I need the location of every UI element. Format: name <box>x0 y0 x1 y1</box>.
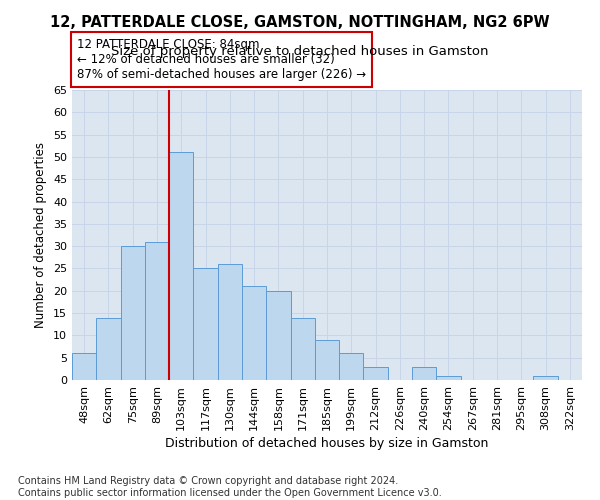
Text: Size of property relative to detached houses in Gamston: Size of property relative to detached ho… <box>111 45 489 58</box>
Bar <box>193 268 218 380</box>
Bar <box>436 376 461 380</box>
Bar <box>169 152 193 380</box>
Bar <box>290 318 315 380</box>
Text: 12, PATTERDALE CLOSE, GAMSTON, NOTTINGHAM, NG2 6PW: 12, PATTERDALE CLOSE, GAMSTON, NOTTINGHA… <box>50 15 550 30</box>
Bar <box>339 353 364 380</box>
Text: 12 PATTERDALE CLOSE: 84sqm
← 12% of detached houses are smaller (32)
87% of semi: 12 PATTERDALE CLOSE: 84sqm ← 12% of deta… <box>77 38 366 81</box>
Bar <box>145 242 169 380</box>
Bar <box>266 291 290 380</box>
X-axis label: Distribution of detached houses by size in Gamston: Distribution of detached houses by size … <box>166 437 488 450</box>
Bar <box>364 366 388 380</box>
Bar <box>218 264 242 380</box>
Bar <box>121 246 145 380</box>
Bar <box>533 376 558 380</box>
Bar <box>412 366 436 380</box>
Bar <box>315 340 339 380</box>
Bar <box>96 318 121 380</box>
Text: Contains HM Land Registry data © Crown copyright and database right 2024.
Contai: Contains HM Land Registry data © Crown c… <box>18 476 442 498</box>
Bar <box>72 353 96 380</box>
Y-axis label: Number of detached properties: Number of detached properties <box>34 142 47 328</box>
Bar <box>242 286 266 380</box>
